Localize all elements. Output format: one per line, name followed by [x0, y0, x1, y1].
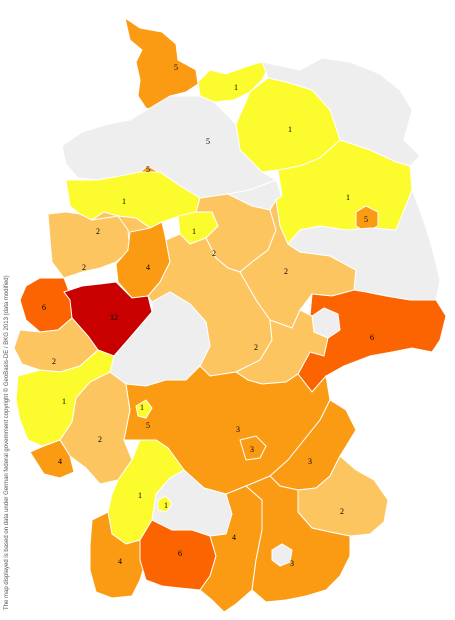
label-bw-south: 6 [178, 549, 182, 558]
copyright-credit: The map displayed is based on data under… [4, 275, 10, 610]
label-nrw-west: 2 [96, 227, 100, 236]
label-rhineland-south: 1 [62, 397, 66, 406]
region-upper-bavaria [245, 475, 351, 603]
label-rhineland-north: 2 [52, 357, 56, 366]
label-lower-saxony-south: 1 [192, 227, 196, 236]
label-nrw-east: 4 [146, 263, 150, 272]
region-nrw-southwest [19, 277, 73, 333]
label-nrw-ruhr: 12 [110, 313, 118, 322]
label-saxony-anhalt-east: 2 [284, 267, 288, 276]
label-mecklenburg-west: 1 [234, 83, 238, 92]
label-bavaria-north: 3 [236, 425, 240, 434]
label-nrw-southwest: 6 [42, 303, 46, 312]
label-upper-bavaria: 3 [290, 559, 294, 568]
region-berlin [355, 205, 379, 233]
label-palatinate: 2 [98, 435, 102, 444]
label-lower-bavaria: 2 [340, 507, 344, 516]
region-labels: 5 1 1 5 5 1 5 1 1 2 2 4 2 2 6 12 6 2 2 1… [42, 63, 374, 568]
label-saarland: 4 [58, 457, 62, 466]
label-saxony-anhalt: 2 [212, 249, 216, 258]
region-nuremberg [239, 435, 267, 461]
label-bw-north: 1 [138, 491, 142, 500]
region-franconia-small [135, 399, 153, 419]
label-lower-saxony-west: 1 [122, 197, 126, 206]
label-franconia: 5 [146, 421, 150, 430]
region-palatinate [59, 371, 133, 485]
label-bavaria-east: 3 [308, 457, 312, 466]
label-bw-southwest: 4 [118, 557, 122, 566]
label-bremen: 5 [146, 165, 150, 174]
region-bw-southwest [89, 511, 147, 599]
label-nuremberg: 3 [250, 445, 254, 454]
label-franconia-small: 1 [140, 403, 144, 412]
label-brandenburg-south: 1 [346, 193, 350, 202]
region-munich [271, 543, 293, 567]
label-bw-small: 1 [164, 501, 168, 510]
label-swabia: 4 [232, 533, 236, 542]
label-hamburg: 5 [206, 137, 210, 146]
label-saxony: 6 [370, 333, 374, 342]
region-saarland [29, 439, 75, 479]
label-brandenburg-north: 1 [288, 125, 292, 134]
region-bw-small [157, 495, 173, 513]
label-nrw-northwest: 2 [82, 263, 86, 272]
label-schleswig-holstein: 5 [174, 63, 178, 72]
label-berlin: 5 [364, 215, 368, 224]
label-thuringia: 2 [254, 343, 258, 352]
